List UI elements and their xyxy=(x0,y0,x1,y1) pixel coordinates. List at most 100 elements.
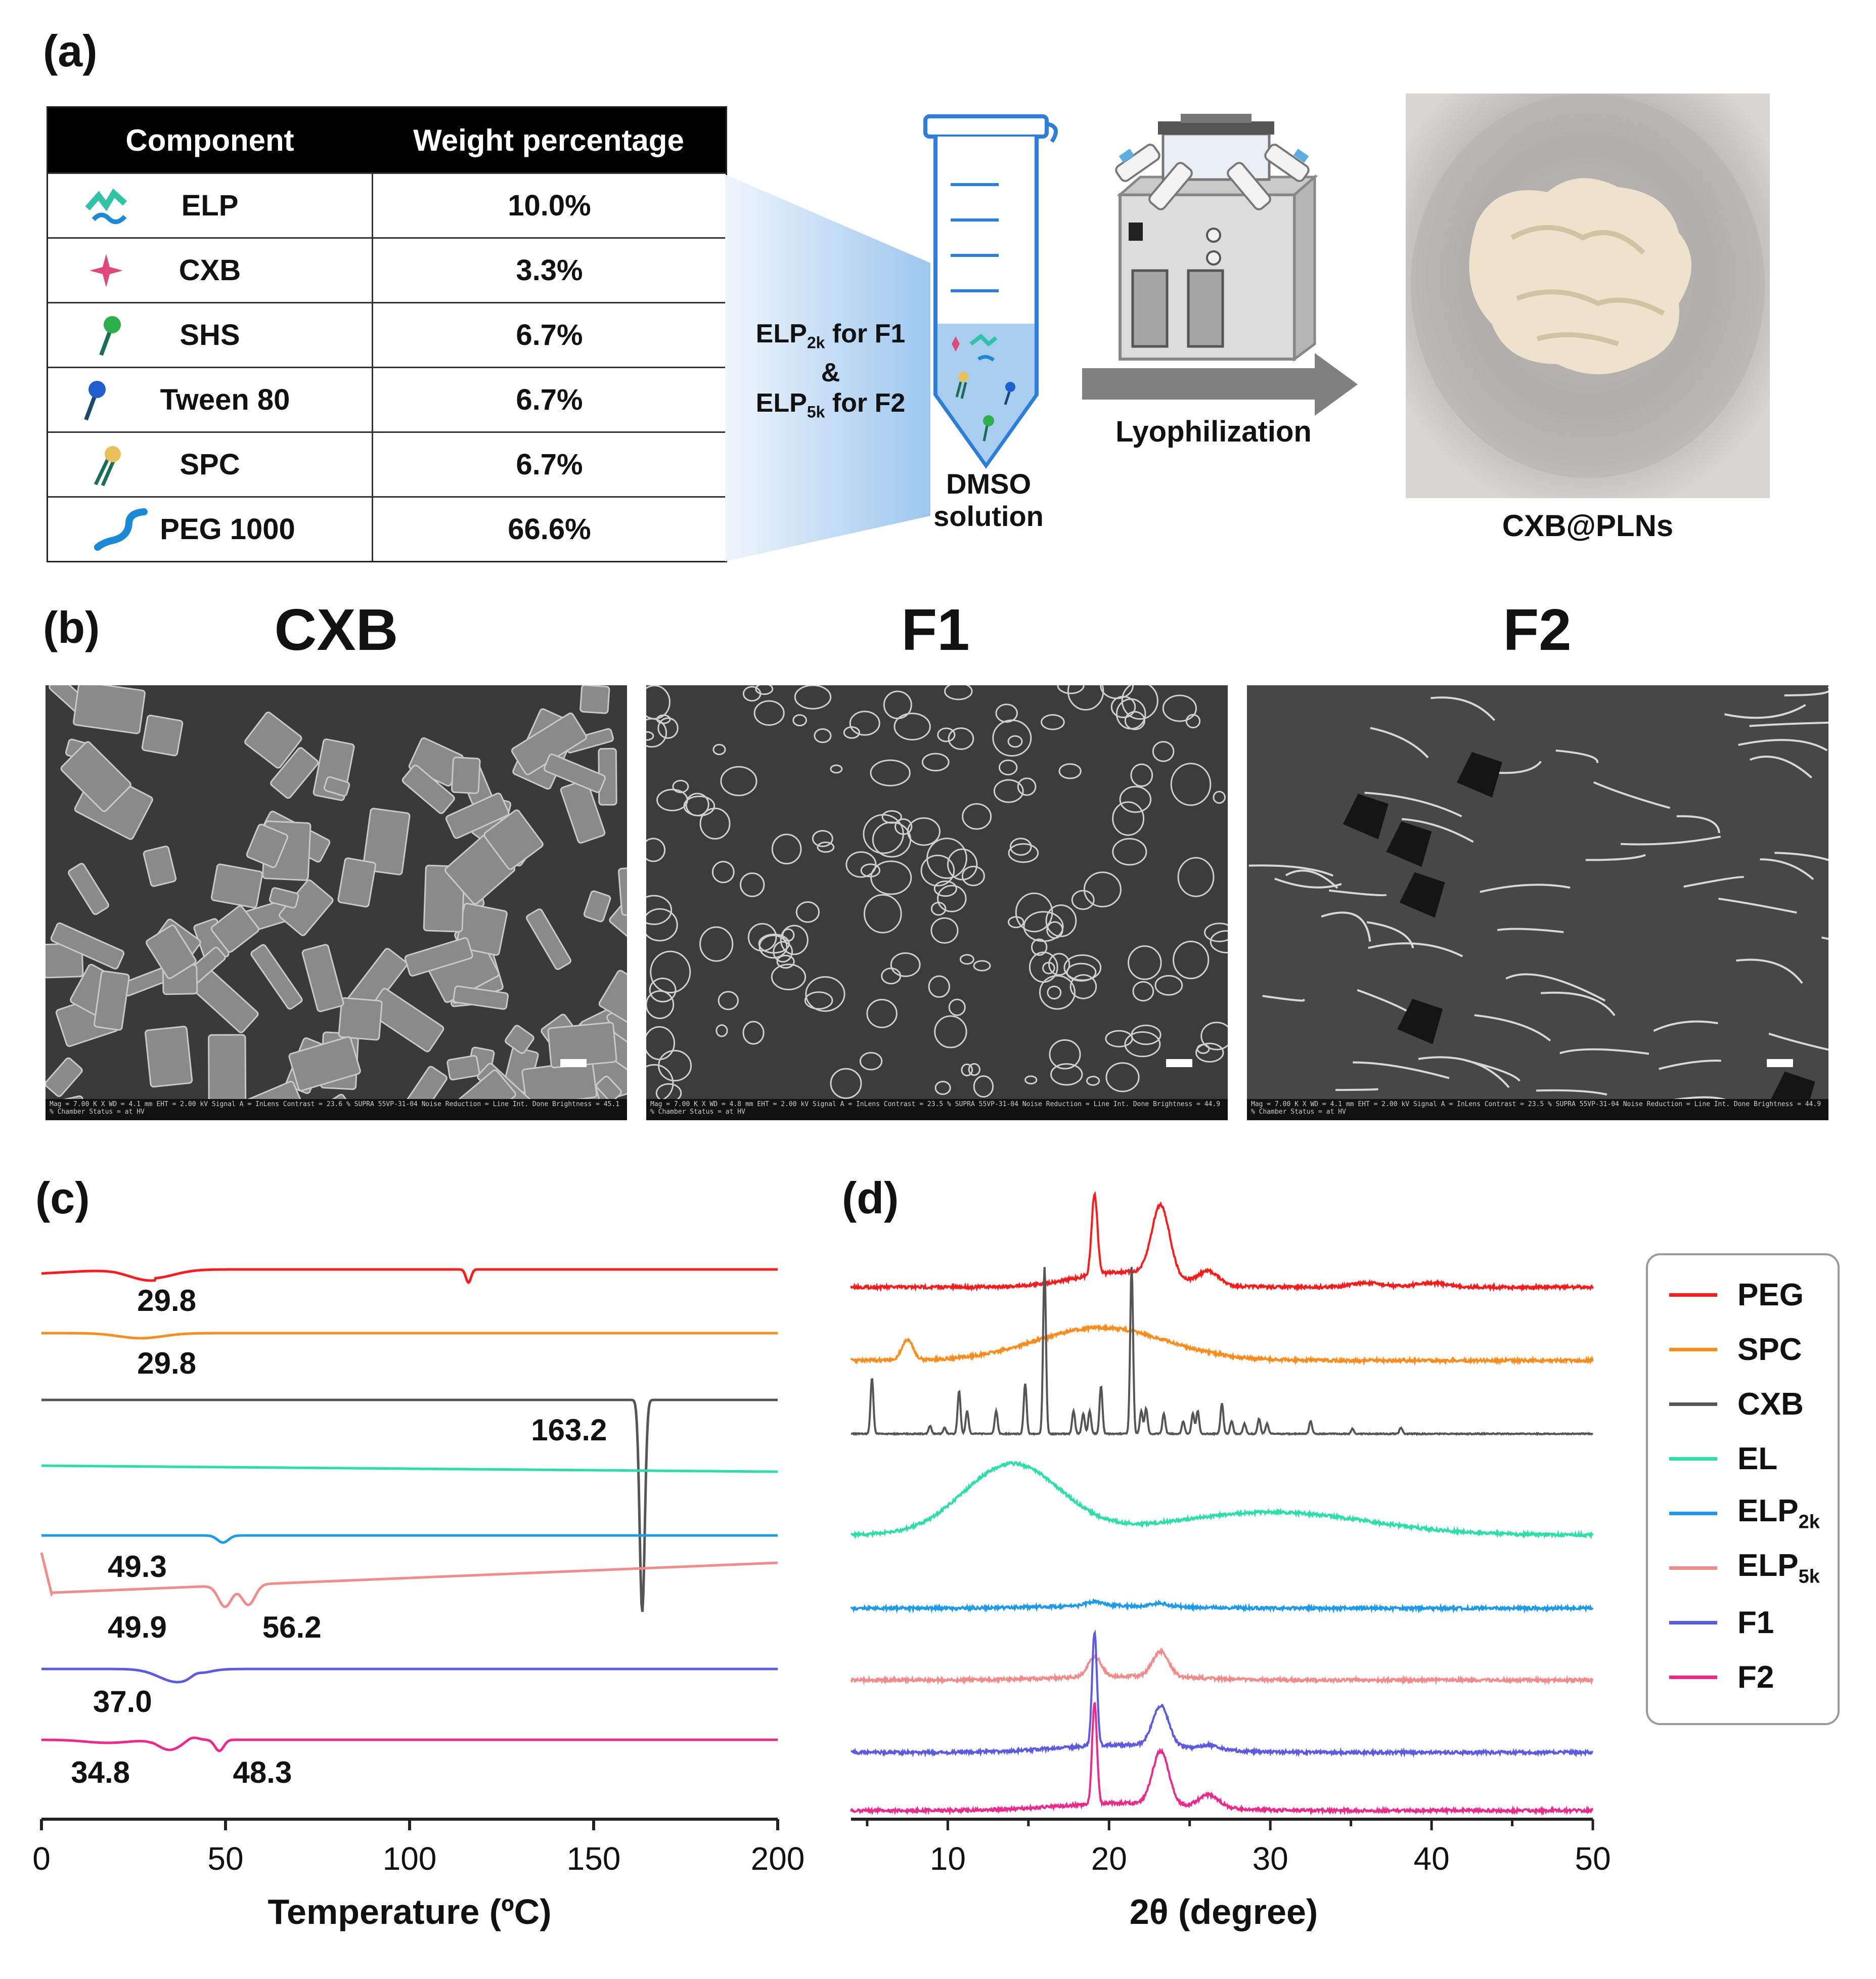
crystal-shape xyxy=(446,1055,480,1081)
xrd-xlabel: 2θ (degree) xyxy=(1129,1892,1318,1931)
legend-label: PEG xyxy=(1737,1277,1804,1312)
crystal-shape xyxy=(451,757,481,794)
texture-blob xyxy=(646,838,666,862)
texture-pore xyxy=(1397,998,1443,1044)
crystal-shape xyxy=(210,863,263,908)
texture-blob xyxy=(843,726,861,739)
texture-blob xyxy=(817,841,835,853)
texture-ridge xyxy=(1593,781,1670,809)
texture-blob xyxy=(792,714,808,727)
texture-blob xyxy=(650,950,691,994)
weight-value: 3.3% xyxy=(516,254,583,287)
texture-blob xyxy=(646,895,673,926)
dsc-xlabel: Temperature (ºC) xyxy=(267,1892,552,1931)
texture-blob xyxy=(1121,685,1158,720)
peg-ribbon-icon xyxy=(94,508,148,551)
texture-blob xyxy=(894,713,931,741)
crystal-shape xyxy=(246,823,289,868)
texture-blob xyxy=(794,685,832,710)
texture-ridge xyxy=(1736,958,1803,984)
texture-blob xyxy=(1130,763,1153,787)
header-weight: Weight percentage xyxy=(413,123,684,157)
sem-texture xyxy=(646,685,1228,1103)
crystal-shape xyxy=(288,1036,361,1091)
texture-blob xyxy=(866,999,898,1029)
crystal-shape xyxy=(146,925,197,979)
tube-label-line2: solution xyxy=(933,500,1044,532)
lyophilizer-icon xyxy=(1115,114,1318,362)
xrd-series-ELP2k xyxy=(850,1598,1594,1614)
component-cell: ELP xyxy=(48,174,373,237)
legend-label: ELP2k xyxy=(1737,1493,1820,1533)
sem-crystals xyxy=(46,685,627,1120)
texture-blob xyxy=(1115,698,1146,730)
crystal-shape xyxy=(244,712,302,769)
legend-swatch xyxy=(1669,1675,1717,1679)
texture-blob xyxy=(870,860,912,895)
component-label: ELP xyxy=(181,189,239,222)
panel-label-b: (b) xyxy=(43,602,100,652)
texture-ridge xyxy=(1321,911,1371,942)
xrd-chart: 10 20 30 40 50 xyxy=(850,1191,1611,1877)
dsc-series-F1 xyxy=(41,1667,778,1684)
crystal-shape xyxy=(617,864,627,916)
legend-swatch xyxy=(1669,1566,1717,1570)
crystal-shape xyxy=(596,1075,622,1103)
texture-ridge xyxy=(1335,1088,1378,1091)
sem-footer: Mag = 7.00 K X WD = 4.8 mm EHT = 2.00 kV… xyxy=(646,1099,1228,1120)
dsc-annotation: 49.9 xyxy=(108,1610,167,1644)
legend-item: ELP2k xyxy=(1669,1493,1820,1533)
texture-blob xyxy=(928,975,950,998)
texture-pore xyxy=(1456,752,1502,798)
xrd-series-SPC xyxy=(850,1323,1594,1366)
texture-blob xyxy=(948,998,966,1016)
texture-blob xyxy=(1017,777,1037,796)
texture-blob xyxy=(973,1075,994,1098)
texture-ridge xyxy=(1559,1048,1649,1055)
crystal-shape xyxy=(453,985,509,1010)
sem-title-cxb: CXB xyxy=(274,597,398,663)
scale-bar xyxy=(1767,1059,1793,1067)
crystal-shape xyxy=(208,1034,247,1105)
texture-blob xyxy=(804,991,833,1010)
crystal-shape xyxy=(401,764,455,814)
component-cell: CXB xyxy=(48,239,373,302)
texture-ridge xyxy=(1274,877,1342,889)
texture-ridge xyxy=(1659,1060,1721,1070)
texture-blob xyxy=(934,1081,951,1095)
texture-blob xyxy=(948,727,974,750)
dsc-chart: 29.8 29.8 163.2 49.3 49.9 56.2 37.0 34.8 48.3 0 50… xyxy=(32,1268,805,1877)
texture-blob xyxy=(863,894,902,934)
texture-blob xyxy=(894,818,913,835)
elp-note: ELP2k for F1 & ELP5k for F2 xyxy=(736,319,925,427)
texture-ridge xyxy=(1653,1020,1718,1032)
sem-image-f2: Mag = 7.00 K X WD = 4.1 mm EHT = 2.00 kV… xyxy=(1247,685,1828,1120)
xrd-series-CXB xyxy=(851,1267,1593,1436)
texture-ridge xyxy=(1585,854,1646,861)
texture-blob xyxy=(830,764,843,774)
dsc-annotation: 163.2 xyxy=(531,1413,607,1447)
texture-blob xyxy=(699,926,734,962)
cxb-star-icon xyxy=(90,254,123,287)
legend-swatch xyxy=(1669,1293,1717,1297)
crystal-shape xyxy=(145,1026,193,1088)
header-component: Component xyxy=(125,123,294,157)
component-label: SHS xyxy=(180,319,240,351)
legend-swatch xyxy=(1669,1620,1717,1624)
crystal-shape xyxy=(560,779,606,844)
crystal-shape xyxy=(301,944,344,1013)
texture-blob xyxy=(812,830,833,848)
texture-blob xyxy=(805,976,845,1012)
crystal-shape xyxy=(270,747,319,799)
texture-blob xyxy=(1210,930,1228,954)
dsc-annotation: 37.0 xyxy=(93,1685,152,1719)
panel-label-d: (d) xyxy=(842,1173,899,1223)
crystal-shape xyxy=(337,857,377,908)
legend-swatch xyxy=(1669,1457,1717,1461)
texture-ridge xyxy=(1718,897,1797,914)
sem-title-f2: F2 xyxy=(1503,597,1572,663)
crystal-shape xyxy=(68,863,109,915)
texture-ridge xyxy=(1784,686,1828,696)
texture-blob xyxy=(773,941,793,963)
dsc-annotation: 48.3 xyxy=(233,1755,292,1789)
